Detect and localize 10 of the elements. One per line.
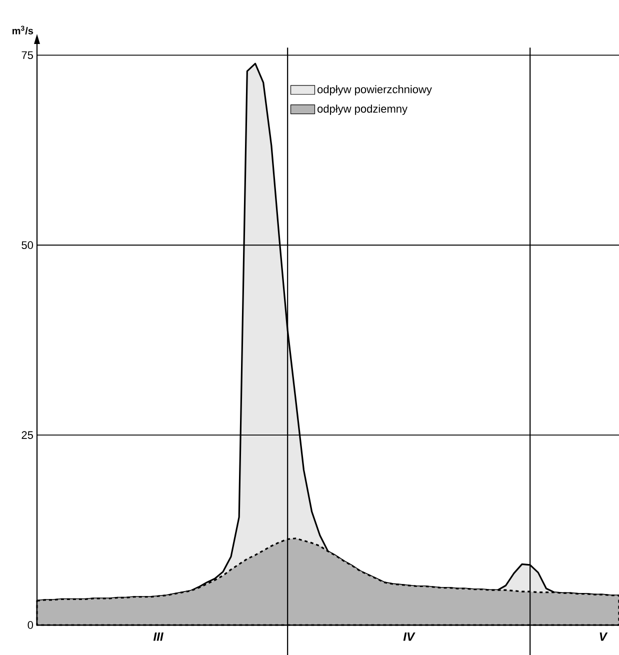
y-tick-label: 0 xyxy=(28,621,34,629)
y-tick-label: 25 xyxy=(22,431,33,439)
y-axis-title: m$^{3}$/s xyxy=(12,26,34,34)
legend-label: odpływ powierzchniowy xyxy=(318,85,432,96)
y-tick-label: 75 xyxy=(22,51,33,60)
y-tick-label: 50 xyxy=(22,241,34,250)
x-tick-label: V xyxy=(600,632,608,641)
x-tick-label: IV xyxy=(403,632,416,641)
x-tick-label: III xyxy=(153,632,164,641)
legend-label: odpływ podziemny xyxy=(318,104,408,115)
